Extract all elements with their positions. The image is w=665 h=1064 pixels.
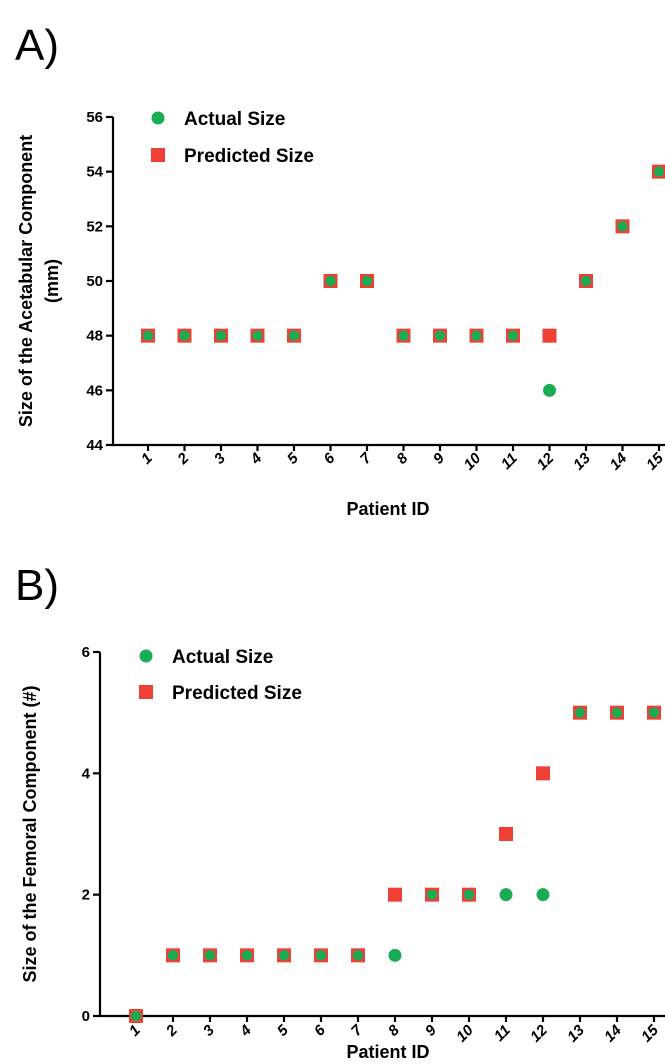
x-tick-label: 15: [638, 1021, 662, 1045]
actual-size-point: [648, 707, 660, 718]
actual-size-point: [215, 330, 227, 341]
x-tick-label: 3: [211, 449, 229, 467]
legend-marker-predicted: [139, 685, 153, 699]
legend-label-predicted: Predicted Size: [184, 146, 314, 167]
predicted-size-point: [542, 328, 557, 343]
y-tick-label: 0: [82, 1008, 90, 1025]
x-tick-label: 1: [126, 1022, 144, 1040]
y-tick-label: 52: [86, 218, 103, 235]
actual-size-point: [471, 330, 482, 341]
x-tick-label: 2: [162, 1021, 181, 1040]
actual-size-point: [536, 888, 550, 902]
actual-size-point: [315, 950, 327, 961]
x-tick-label: 11: [491, 1022, 514, 1045]
predicted-size-point: [536, 766, 550, 781]
legend-label-predicted: Predicted Size: [172, 683, 302, 704]
y-axis-title: Size of the Acetabular Component: [16, 135, 36, 427]
x-tick-label: 8: [385, 1021, 403, 1039]
legend-label-actual: Actual Size: [172, 647, 273, 668]
x-tick-label: 6: [320, 449, 338, 467]
actual-size-point: [426, 889, 438, 900]
legend-label-actual: Actual Size: [184, 109, 285, 130]
predicted-size-point: [388, 887, 402, 902]
actual-size-point: [611, 707, 623, 718]
legend-marker-actual: [139, 649, 153, 663]
x-tick-label: 1: [138, 450, 156, 468]
actual-size-point: [204, 950, 216, 961]
actual-size-point: [352, 950, 364, 961]
x-tick-label: 7: [348, 1021, 366, 1039]
x-tick-label: 14: [601, 1021, 625, 1045]
actual-size-point: [463, 889, 475, 900]
x-tick-label: 8: [393, 449, 411, 467]
y-tick-label: 56: [86, 109, 103, 126]
x-tick-label: 12: [534, 449, 558, 473]
actual-size-point: [434, 330, 446, 341]
x-axis-title: Patient ID: [346, 1042, 429, 1062]
x-tick-label: 13: [564, 1021, 588, 1045]
legend-marker-predicted: [151, 148, 165, 162]
actual-size-point: [278, 950, 290, 961]
y-tick-label: 4: [82, 765, 91, 782]
predicted-size-point: [499, 827, 513, 841]
x-tick-label: 14: [607, 449, 631, 473]
actual-size-point: [241, 950, 253, 961]
x-tick-label: 4: [236, 1021, 255, 1040]
actual-size-point: [543, 383, 556, 397]
x-tick-label: 10: [453, 1021, 477, 1045]
actual-size-point: [325, 275, 336, 287]
x-tick-label: 4: [247, 449, 266, 468]
actual-size-point: [288, 330, 300, 341]
x-tick-label: 3: [200, 1021, 218, 1039]
x-tick-label: 5: [274, 1021, 292, 1039]
x-tick-label: 13: [570, 449, 594, 473]
actual-size-point: [388, 948, 402, 962]
x-tick-label: 11: [498, 450, 521, 473]
y-axis-title: Size of the Femoral Component (#): [20, 685, 40, 982]
legend-marker-actual: [151, 111, 165, 125]
y-tick-label: 2: [82, 887, 90, 904]
x-tick-label: 9: [422, 1021, 440, 1039]
x-axis-title: Patient ID: [346, 499, 429, 519]
actual-size-point: [142, 330, 154, 341]
panel-label-b: B): [15, 561, 59, 610]
actual-size-point: [398, 330, 409, 341]
x-tick-label: 5: [284, 449, 302, 467]
actual-size-point: [617, 221, 628, 232]
y-tick-label: 6: [82, 644, 90, 661]
x-tick-label: 10: [461, 449, 485, 473]
x-tick-label: 2: [174, 449, 193, 468]
x-tick-label: 7: [357, 449, 375, 467]
x-tick-label: 6: [311, 1021, 329, 1039]
x-tick-label: 12: [527, 1021, 551, 1045]
actual-size-point: [361, 275, 373, 287]
actual-size-point: [580, 275, 592, 287]
y-axis-title: (mm): [42, 259, 62, 303]
x-tick-label: 15: [643, 449, 665, 473]
y-tick-label: 46: [86, 382, 103, 399]
actual-size-point: [179, 330, 190, 341]
y-tick-label: 44: [86, 437, 103, 454]
actual-size-point: [507, 330, 519, 341]
actual-size-point: [574, 707, 586, 718]
actual-size-point: [653, 166, 665, 177]
actual-size-point: [130, 1010, 142, 1022]
actual-size-point: [167, 950, 179, 961]
x-tick-label: 9: [430, 449, 448, 467]
y-tick-label: 50: [86, 273, 103, 290]
actual-size-point: [252, 330, 263, 341]
y-tick-label: 54: [86, 164, 103, 181]
panel-label-a: A): [15, 21, 59, 70]
y-tick-label: 48: [86, 328, 103, 345]
actual-size-point: [499, 888, 513, 902]
